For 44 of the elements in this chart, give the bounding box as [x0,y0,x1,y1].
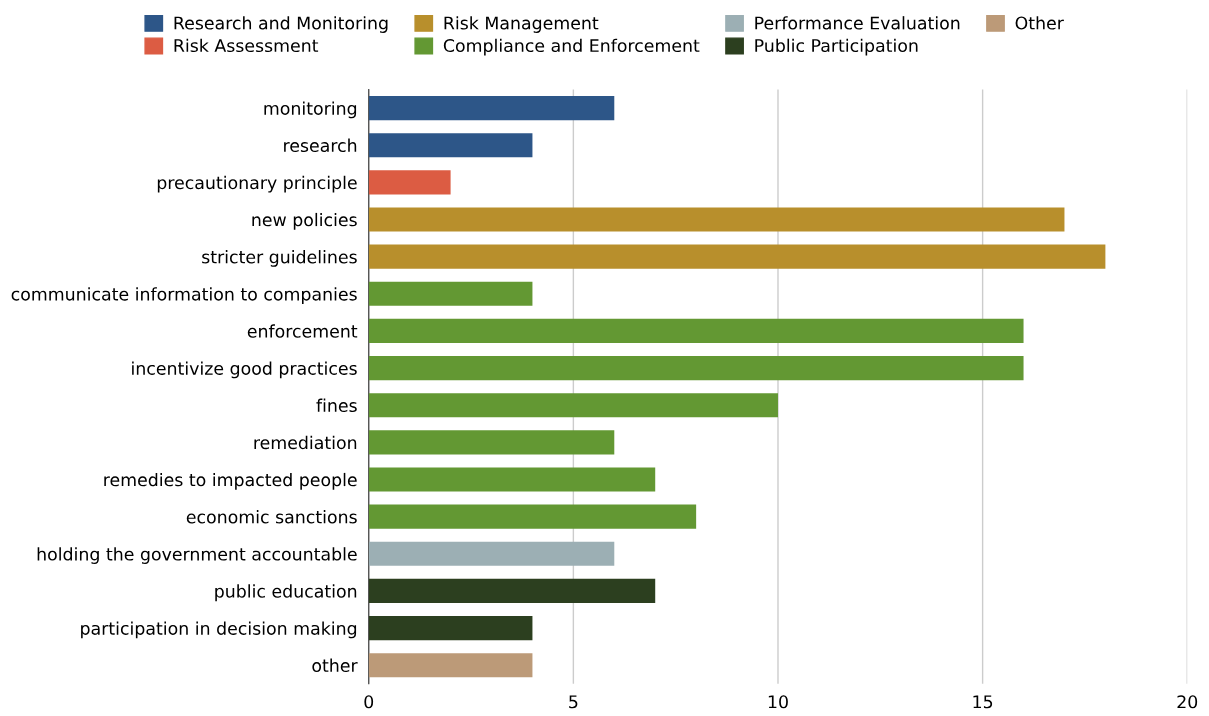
y-tick-label: participation in decision making [81,621,357,639]
x-tick-label: 15 [973,695,993,709]
x-tick-label: 5 [569,695,578,709]
y-tick-label: public education [215,584,357,602]
x-tick-label: 0 [364,695,374,709]
legend-label: Risk Management [444,16,599,33]
legend-label: Research and Monitoring [174,16,388,33]
bar [368,504,697,529]
x-tick-label: 10 [768,695,788,709]
bar [368,356,1024,381]
legend-label: Other [1015,16,1064,30]
legend-label: Performance Evaluation [755,16,960,30]
y-tick-label: other [312,658,358,673]
bar [368,96,615,121]
y-tick-label: economic sanctions [186,510,357,524]
y-tick-label: research [284,138,357,153]
bar [368,467,656,492]
y-tick-label: fines [316,398,357,413]
bar [368,430,615,455]
x-tick-label: 20 [1177,695,1198,709]
legend-label: Compliance and Enforcement [443,38,700,56]
bar [368,244,1106,269]
y-tick-label: holding the government accountable [37,547,357,564]
bar [368,615,533,641]
bar [368,170,451,195]
bar [368,281,533,306]
bar [368,318,1024,343]
y-tick-label: monitoring [264,101,357,119]
y-tick-label: enforcement [247,324,358,338]
y-tick-label: incentivize good practices [132,361,357,379]
bar [368,578,656,603]
legend-label: Public Participation [755,38,918,56]
y-tick-label: remedies to impacted people [104,472,357,490]
y-tick-label: remediation [254,435,357,450]
y-tick-label: new policies [252,212,357,230]
bar [368,653,533,678]
bar [368,207,1065,232]
y-tick-label: communicate information to companies [11,287,357,304]
bar [368,133,533,158]
bar [368,541,615,566]
y-tick-label: stricter guidelines [202,250,357,267]
bar [368,393,778,418]
legend-label: Risk Assessment [174,38,319,53]
y-tick-label: precautionary principle [157,175,357,193]
